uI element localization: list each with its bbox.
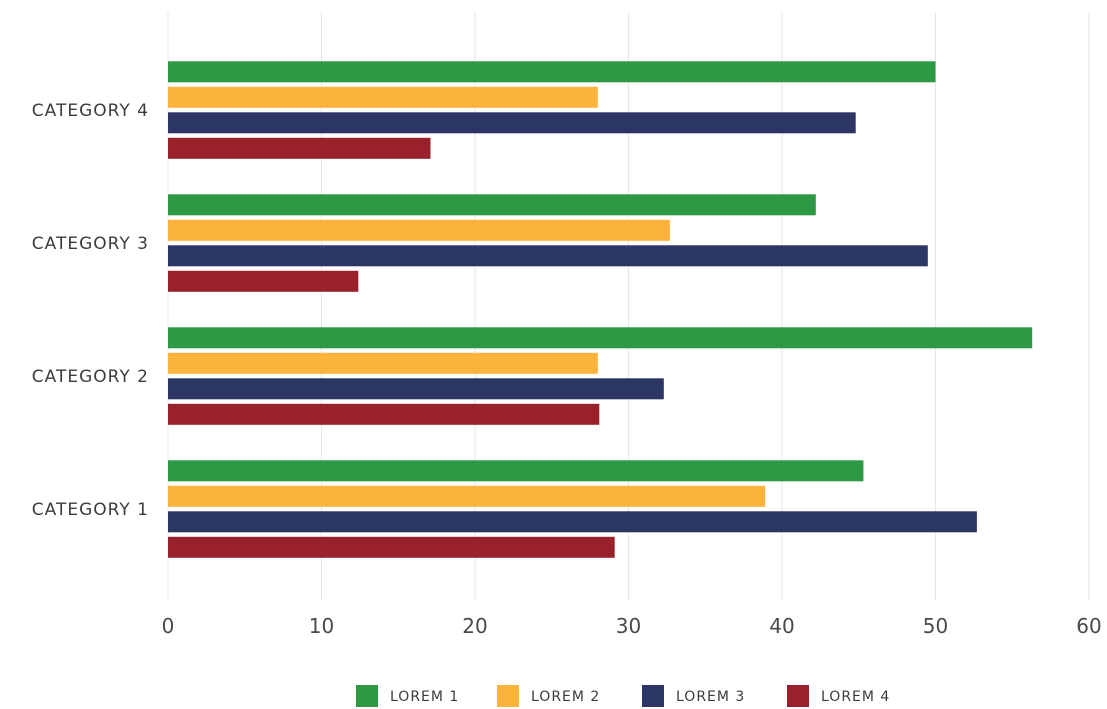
bar-lorem-2-category-4 (168, 86, 598, 108)
legend-label: LOREM 4 (821, 689, 890, 705)
bar-lorem-2-category-3 (168, 219, 670, 241)
bar-lorem-4-category-2 (168, 403, 600, 425)
category-label: CATEGORY 4 (32, 101, 149, 121)
x-tick-label: 20 (462, 614, 487, 638)
bar-lorem-1-category-1 (168, 460, 864, 482)
bar-lorem-2-category-1 (168, 485, 766, 507)
legend-swatch (497, 685, 519, 707)
bar-lorem-4-category-1 (168, 536, 615, 558)
legend-swatch (787, 685, 809, 707)
legend-swatch (642, 685, 664, 707)
legend-label: LOREM 3 (676, 689, 745, 705)
x-tick-label: 40 (769, 614, 794, 638)
legend-label: LOREM 1 (390, 689, 459, 705)
legend-item: LOREM 1 (356, 685, 459, 707)
legend-swatch (356, 685, 378, 707)
bars (168, 61, 1033, 558)
legend-item: LOREM 4 (787, 685, 890, 707)
bar-lorem-1-category-4 (168, 61, 936, 83)
bar-lorem-1-category-3 (168, 194, 816, 216)
bar-lorem-3-category-1 (168, 511, 977, 533)
legend-label: LOREM 2 (531, 689, 600, 705)
x-tick-label: 50 (923, 614, 948, 638)
bar-lorem-2-category-2 (168, 352, 598, 374)
x-tick-label: 0 (162, 614, 175, 638)
category-label: CATEGORY 2 (32, 367, 149, 387)
bar-lorem-1-category-2 (168, 327, 1033, 349)
category-labels: CATEGORY 1 CATEGORY 2 CATEGORY 3 CATEGORY 4 (32, 101, 149, 520)
bar-lorem-3-category-3 (168, 245, 928, 267)
legend-item: LOREM 2 (497, 685, 600, 707)
category-label: CATEGORY 1 (32, 500, 149, 520)
x-tick-label: 30 (616, 614, 641, 638)
legend-item: LOREM 3 (642, 685, 745, 707)
bar-lorem-4-category-3 (168, 270, 359, 292)
x-axis-ticks: 0 10 20 30 40 50 60 (162, 614, 1102, 638)
grid (167, 12, 1090, 600)
bar-lorem-3-category-4 (168, 112, 856, 134)
bar-lorem-4-category-4 (168, 137, 431, 159)
bar-lorem-3-category-2 (168, 378, 664, 400)
x-tick-label: 10 (309, 614, 334, 638)
x-tick-label: 60 (1076, 614, 1101, 638)
category-label: CATEGORY 3 (32, 234, 149, 254)
legend: LOREM 1 LOREM 2 LOREM 3 LOREM 4 (356, 685, 890, 707)
